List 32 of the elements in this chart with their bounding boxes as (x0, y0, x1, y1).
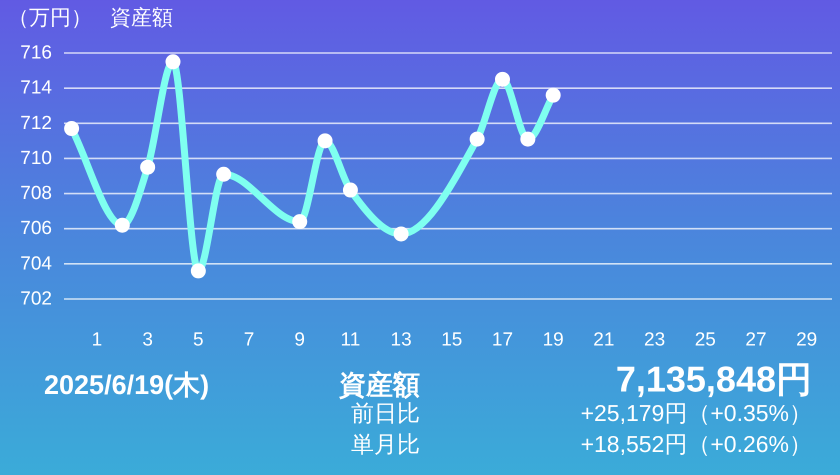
y-tick-label: 710 (20, 148, 52, 169)
x-tick-label: 19 (542, 330, 564, 350)
x-tick-label: 27 (745, 330, 767, 350)
y-tick-label: 712 (20, 112, 52, 134)
y-tick-label: 716 (20, 42, 52, 64)
x-tick-label: 13 (390, 330, 412, 350)
y-tick-label: 706 (20, 218, 52, 240)
chart-title: 資産額 (110, 6, 173, 30)
x-tick-label: 3 (142, 330, 153, 350)
note-date: 2025/6/19(木) (44, 370, 210, 400)
x-tick-label: 1 (92, 330, 102, 350)
x-tick-label: 21 (593, 330, 614, 350)
x-tick-label: 7 (244, 330, 254, 350)
y-tick-label: 704 (20, 253, 52, 274)
y-tick-label: 702 (20, 288, 52, 310)
x-tick-label: 17 (492, 330, 514, 350)
x-tick-label: 11 (340, 330, 360, 350)
note-value: +18,552円（+0.26%） (580, 431, 812, 457)
note-label: 単月比 (351, 431, 420, 457)
note-label: 資産額 (339, 370, 420, 400)
note-label: 前日比 (351, 400, 420, 426)
x-tick-label: 15 (441, 330, 462, 350)
x-tick-label: 23 (644, 330, 666, 350)
y-tick-label: 708 (20, 183, 52, 204)
note-value: +25,179円（+0.35%） (580, 400, 812, 426)
x-tick-label: 29 (796, 330, 818, 350)
note-value: 7,135,848円 (616, 358, 812, 400)
x-tick-label: 25 (694, 330, 716, 350)
y-axis-title: （万円） (8, 6, 92, 30)
x-tick-label: 5 (193, 330, 204, 350)
x-tick-label: 9 (294, 330, 306, 350)
y-tick-label: 714 (20, 78, 52, 99)
